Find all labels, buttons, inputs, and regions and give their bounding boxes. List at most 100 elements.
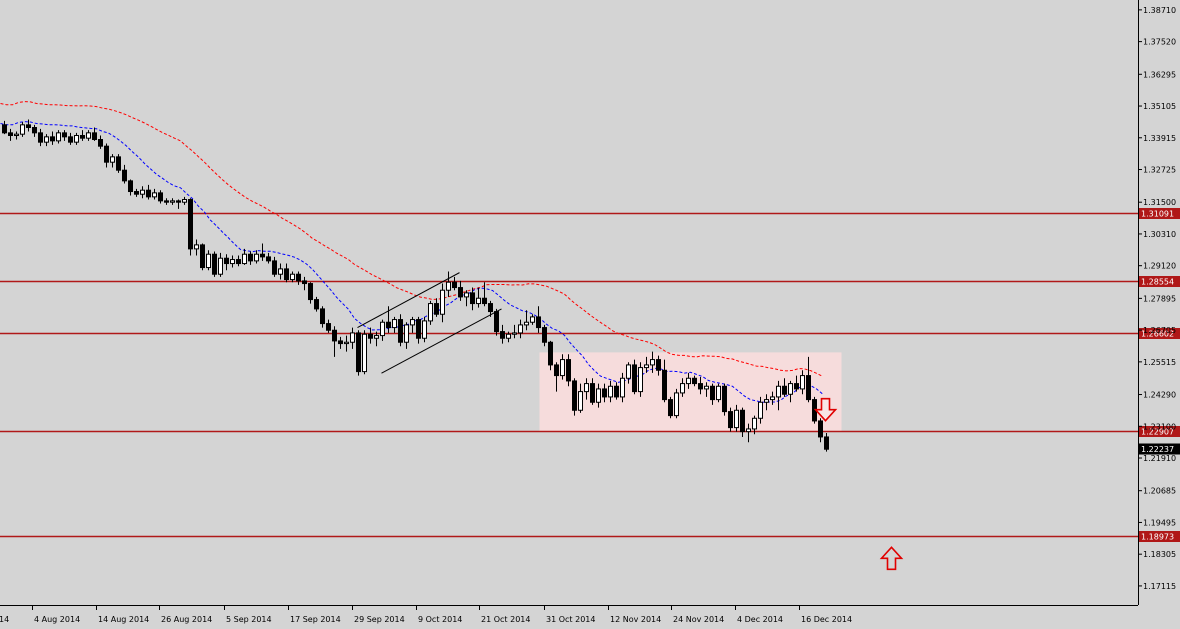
bullish-candle-body	[704, 385, 709, 390]
bullish-candle-body	[194, 244, 199, 250]
bullish-candle-body	[512, 332, 517, 335]
candle	[194, 239, 199, 256]
slow-moving-average-line	[0, 101, 823, 377]
candle	[734, 404, 739, 432]
x-tick-label: 26 Aug 2014	[161, 615, 212, 624]
candle	[362, 330, 367, 375]
bearish-candle-body	[320, 308, 325, 325]
bullish-candle-body	[644, 364, 649, 369]
bullish-candle-body	[422, 320, 427, 339]
bullish-candle-body	[170, 200, 175, 203]
y-tick-label: 1.30310	[1143, 230, 1176, 239]
channel-lower-line	[381, 308, 502, 374]
candle	[284, 263, 289, 283]
candle	[410, 316, 415, 333]
bullish-candle-body	[518, 324, 523, 334]
candle	[20, 122, 25, 137]
bearish-candle-body	[542, 327, 547, 343]
candle	[656, 355, 661, 376]
candle	[308, 282, 313, 304]
bearish-candle-body	[134, 191, 139, 195]
bearish-candle-body	[692, 377, 697, 385]
candle	[728, 407, 733, 432]
bearish-candle-body	[248, 253, 253, 262]
bearish-candle-body	[188, 199, 193, 250]
candle	[800, 370, 805, 395]
bearish-candle-body	[122, 169, 127, 182]
bearish-candle-body	[554, 364, 559, 377]
candle	[824, 432, 829, 452]
candle	[56, 130, 61, 144]
candle	[218, 252, 223, 277]
candle	[494, 308, 499, 336]
bearish-candle-body	[452, 281, 457, 289]
candle	[524, 310, 529, 331]
bearish-candle-body	[572, 380, 577, 411]
candle	[80, 130, 85, 141]
bullish-candle-body	[350, 332, 355, 343]
bullish-candle-body	[242, 253, 247, 265]
bullish-candle-body	[506, 333, 511, 339]
arrow-up-icon	[879, 546, 904, 571]
bullish-candle-body	[404, 324, 409, 343]
bearish-candle-body	[656, 359, 661, 371]
bullish-candle-body	[440, 289, 445, 315]
candle	[584, 378, 589, 400]
candle	[290, 271, 295, 283]
candle	[566, 354, 571, 387]
candle	[134, 188, 139, 197]
arrow-down-icon	[813, 397, 838, 422]
x-tick-label: 29 Sep 2014	[354, 615, 405, 624]
level-price-tag	[1139, 328, 1180, 339]
candle	[116, 154, 121, 173]
level-price-tag	[1139, 276, 1180, 287]
bearish-candle-body	[296, 273, 301, 282]
candle	[470, 287, 475, 311]
candle	[212, 251, 217, 277]
y-tick-label: 1.38710	[1143, 6, 1176, 15]
candle	[614, 382, 619, 400]
bearish-candle-body	[662, 369, 667, 401]
candle	[440, 283, 445, 323]
candle	[332, 326, 337, 357]
bullish-candle-body	[110, 156, 115, 163]
candle	[296, 271, 301, 285]
candle	[626, 362, 631, 384]
candle	[392, 316, 397, 333]
bullish-candle-body	[392, 319, 397, 329]
bullish-candle-body	[344, 341, 349, 345]
bearish-candle-body	[602, 388, 607, 398]
bullish-candle-body	[56, 132, 61, 142]
candle	[320, 306, 325, 328]
candle	[74, 132, 79, 145]
x-tick-label: 8 Jul 2014	[0, 615, 9, 624]
bearish-candle-body	[326, 323, 331, 331]
bearish-candle-body	[668, 399, 673, 417]
x-tick-label: 4 Dec 2014	[737, 615, 783, 624]
candle	[302, 276, 307, 291]
candle	[92, 127, 97, 141]
bearish-candle-body	[398, 319, 403, 343]
bullish-candle-body	[716, 385, 721, 401]
candle	[8, 128, 13, 141]
candle	[110, 154, 115, 168]
bearish-candle-body	[614, 385, 619, 398]
candle	[452, 276, 457, 291]
bearish-candle-body	[8, 132, 13, 137]
bearish-candle-body	[272, 260, 277, 275]
y-tick-label: 1.35105	[1143, 102, 1176, 111]
level-price-tag-label: 1.22907	[1141, 428, 1174, 437]
candle	[140, 186, 145, 199]
y-tick-label: 1.17115	[1143, 582, 1176, 591]
bullish-candle-body	[206, 253, 211, 269]
bullish-candle-body	[254, 253, 259, 262]
y-tick-label: 1.37520	[1143, 38, 1176, 47]
bullish-candle-body	[44, 136, 49, 143]
bullish-candle-body	[182, 199, 187, 203]
bullish-candle-body	[764, 399, 769, 403]
candle	[386, 306, 391, 333]
candle	[752, 415, 757, 435]
candle	[260, 243, 265, 261]
bearish-candle-body	[62, 132, 67, 138]
bullish-candle-body	[140, 189, 145, 195]
